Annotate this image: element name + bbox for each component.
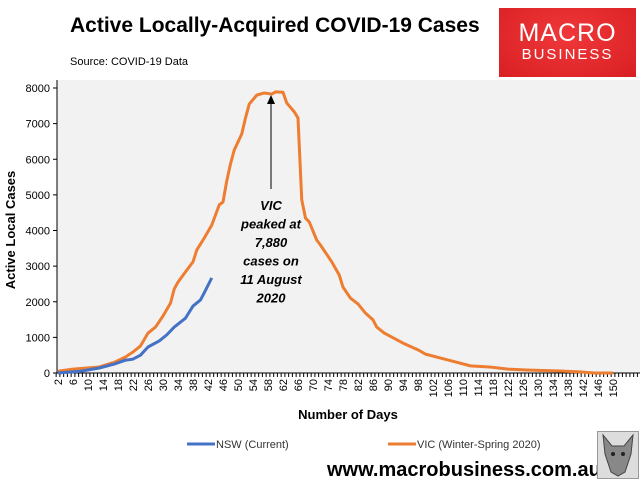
logo-line2: BUSINESS [521, 46, 614, 63]
x-tick-label: 110 [458, 379, 470, 397]
x-tick-label: 122 [503, 379, 515, 397]
y-axis-label: Active Local Cases [3, 171, 18, 290]
x-tick-label: 74 [323, 379, 335, 391]
x-tick-label: 30 [158, 379, 170, 391]
x-tick-label: 46 [218, 379, 230, 391]
x-tick-label: 118 [488, 379, 500, 397]
wolf-image [597, 431, 639, 479]
x-tick-label: 34 [173, 379, 185, 391]
x-tick-label: 94 [398, 379, 410, 391]
website-url[interactable]: www.macrobusiness.com.au [327, 459, 601, 481]
x-tick-label: 114 [473, 379, 485, 397]
y-tick-label: 4000 [26, 226, 50, 238]
x-tick-label: 58 [263, 379, 275, 391]
y-tick-label: 6000 [26, 154, 50, 166]
x-tick-label: 106 [443, 379, 455, 397]
x-tick-label: 70 [308, 379, 320, 391]
x-tick-label: 134 [548, 379, 560, 397]
y-tick-label: 5000 [26, 190, 50, 202]
x-tick-label: 82 [353, 379, 365, 391]
x-tick-label: 126 [518, 379, 530, 397]
x-tick-label: 142 [578, 379, 590, 397]
x-tick-label: 26 [143, 379, 155, 391]
x-tick-label: 42 [203, 379, 215, 391]
x-tick-label: 98 [413, 379, 425, 391]
x-tick-label: 90 [383, 379, 395, 391]
series-line-nsw [57, 277, 214, 375]
x-tick-label: 14 [98, 379, 110, 391]
x-tick-label: 62 [278, 379, 290, 391]
macrobusiness-logo: MACRO BUSINESS [499, 8, 636, 77]
x-tick-label: 146 [593, 379, 605, 397]
y-tick-label: 3000 [26, 261, 50, 273]
y-tick-label: 0 [44, 368, 50, 380]
series-line-vic [57, 90, 613, 375]
x-tick-label: 150 [608, 379, 620, 397]
x-axis-label: Number of Days [298, 407, 398, 422]
legend-label: NSW (Current) [216, 439, 289, 451]
x-tick-label: 138 [563, 379, 575, 397]
logo-line1: MACRO [518, 19, 617, 47]
chart-title: Active Locally-Acquired COVID-19 Cases [70, 14, 480, 37]
x-tick-label: 86 [368, 379, 380, 391]
peak-annotation-line: 2020 [256, 291, 287, 306]
peak-annotation-line: 7,880 [255, 235, 288, 250]
x-tick-label: 10 [83, 379, 95, 391]
x-tick-label: 50 [233, 379, 245, 391]
peak-annotation-line: peaked at [240, 217, 302, 232]
legend-label: VIC (Winter-Spring 2020) [417, 439, 541, 451]
x-tick-label: 102 [428, 379, 440, 397]
y-tick-label: 1000 [26, 332, 50, 344]
x-tick-label: 18 [113, 379, 125, 391]
x-tick-label: 78 [338, 379, 350, 391]
x-tick-label: 22 [128, 379, 140, 391]
y-tick-label: 7000 [26, 119, 50, 131]
x-tick-label: 66 [293, 379, 305, 391]
arrow-head-icon [267, 95, 275, 104]
y-tick-label: 8000 [26, 83, 50, 95]
x-tick-label: 6 [68, 379, 80, 385]
y-tick-label: 2000 [26, 297, 50, 309]
x-tick-label: 130 [533, 379, 545, 397]
x-tick-label: 54 [248, 379, 260, 391]
x-tick-label: 2 [53, 379, 65, 385]
x-tick-label: 38 [188, 379, 200, 391]
peak-annotation-line: VIC [260, 198, 282, 213]
peak-annotation-line: cases on [243, 254, 299, 269]
wolf-icon [602, 433, 634, 477]
peak-annotation-line: 11 August [240, 272, 302, 287]
plot-area [57, 80, 640, 373]
chart-source: Source: COVID-19 Data [70, 56, 188, 68]
